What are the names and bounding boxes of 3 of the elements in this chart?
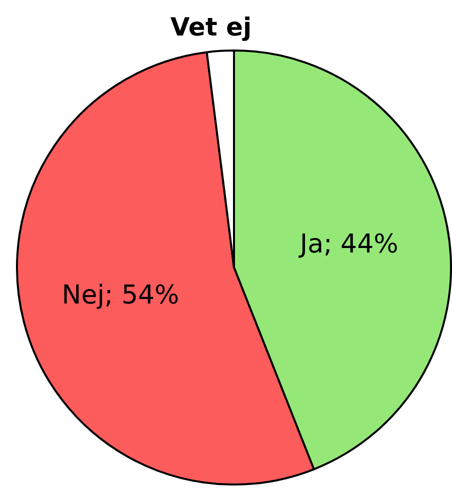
slice-label: Ja; 44% xyxy=(298,229,398,260)
slice-label: Nej; 54% xyxy=(62,280,180,310)
slice-label: Vet ej xyxy=(170,12,252,42)
